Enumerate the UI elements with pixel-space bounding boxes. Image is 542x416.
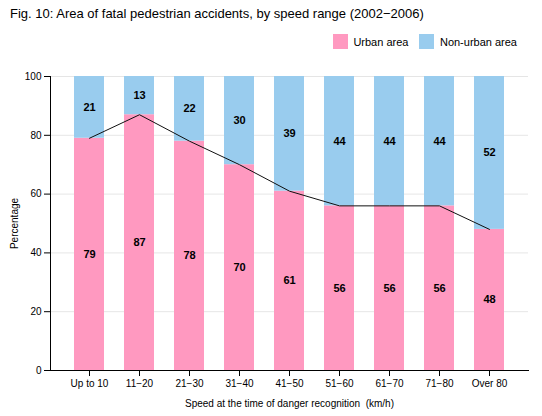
svg-text:56: 56	[333, 281, 345, 293]
svg-text:Up to 10: Up to 10	[71, 377, 109, 388]
svg-text:Percentage: Percentage	[9, 197, 20, 249]
svg-text:30: 30	[233, 114, 245, 126]
svg-text:87: 87	[133, 236, 145, 248]
svg-text:40: 40	[30, 247, 42, 258]
svg-text:21−30: 21−30	[175, 377, 204, 388]
svg-text:56: 56	[383, 281, 395, 293]
svg-text:100: 100	[25, 70, 42, 81]
html-text:Urban area: Urban area	[353, 35, 409, 48]
svg-text:71−80: 71−80	[425, 377, 454, 388]
svg-text:60: 60	[30, 188, 42, 199]
svg-text:44: 44	[383, 134, 396, 146]
svg-text:31−40: 31−40	[225, 377, 254, 388]
svg-text:21: 21	[83, 100, 95, 112]
svg-text:78: 78	[183, 249, 195, 261]
svg-text:22: 22	[183, 102, 195, 114]
svg-text:13: 13	[133, 89, 145, 101]
svg-text:80: 80	[30, 129, 42, 140]
svg-text:44: 44	[433, 134, 446, 146]
svg-text:52: 52	[483, 146, 495, 158]
svg-text:51−60: 51−60	[325, 377, 354, 388]
svg-text:48: 48	[483, 293, 495, 305]
svg-text:41−50: 41−50	[275, 377, 304, 388]
html-text:Non-urban area: Non-urban area	[439, 35, 517, 48]
html-text:Fig. 10: Area of fatal pedestr: Fig. 10: Area of fatal pedestrian accide…	[10, 6, 424, 21]
svg-text:20: 20	[30, 305, 42, 316]
svg-text:Over 80: Over 80	[472, 377, 508, 388]
svg-text:70: 70	[233, 261, 245, 273]
svg-text:44: 44	[333, 134, 346, 146]
svg-text:0: 0	[36, 364, 42, 375]
svg-text:79: 79	[83, 247, 95, 259]
svg-text:56: 56	[433, 281, 445, 293]
svg-text:11−20: 11−20	[126, 377, 154, 388]
svg-text:61−70: 61−70	[375, 377, 404, 388]
svg-text:61: 61	[283, 274, 295, 286]
svg-text:39: 39	[283, 127, 295, 139]
svg-text:Speed at the time of danger re: Speed at the time of danger recognition …	[185, 397, 394, 408]
